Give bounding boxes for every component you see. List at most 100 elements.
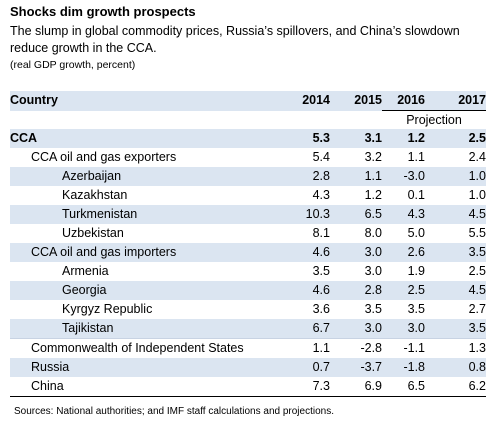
- column-header-2014: 2014: [278, 91, 330, 111]
- cell-2014: 4.3: [312, 188, 330, 202]
- cell-2017: 2.5: [468, 264, 486, 278]
- projection-label: Projection: [382, 110, 486, 129]
- cell-2014: 8.1: [312, 226, 330, 240]
- table-row: Kyrgyz Republic 3.6 3.5 3.5 2.7: [10, 300, 486, 319]
- projection-spacer: [330, 111, 382, 130]
- cell-2015: 1.1: [330, 167, 382, 186]
- row-label: Russia: [10, 358, 278, 377]
- figure-subtitle: The slump in global commodity prices, Ru…: [10, 24, 460, 55]
- row-label: Kazakhstan: [62, 188, 128, 202]
- table-row: Georgia 4.6 2.8 2.5 4.5: [10, 281, 486, 300]
- cell-2014: 0.7: [278, 358, 330, 377]
- cell-2016: 2.5: [382, 281, 434, 300]
- table-row: Uzbekistan 8.1 8.0 5.0 5.5: [10, 224, 486, 243]
- column-header-country: Country: [10, 91, 278, 111]
- row-label: CCA oil and gas exporters: [31, 150, 177, 164]
- table-row: Kazakhstan 4.3 1.2 0.1 1.0: [10, 186, 486, 205]
- cell-2014: 3.6: [312, 302, 330, 316]
- row-label: Armenia: [62, 264, 109, 278]
- cell-2015: -2.8: [330, 338, 382, 358]
- cell-2014: 2.8: [278, 167, 330, 186]
- table-row: Tajikistan 6.7 3.0 3.0 3.5: [10, 319, 486, 339]
- growth-table: Country 2014 2015 2016 2017 Projection C…: [10, 91, 486, 397]
- table-row: Russia 0.7 -3.7 -1.8 0.8: [10, 358, 486, 377]
- cell-2016: 5.0: [407, 226, 425, 240]
- cell-2016: 2.6: [382, 243, 434, 262]
- cell-2017: 2.4: [468, 150, 486, 164]
- cell-2016: -3.0: [382, 167, 434, 186]
- cell-2016: 4.3: [382, 205, 434, 224]
- cell-2015: 3.0: [330, 319, 382, 339]
- cell-2016: 1.1: [407, 150, 425, 164]
- cell-2016: -1.8: [382, 358, 434, 377]
- figure-title: Shocks dim growth prospects: [10, 4, 196, 19]
- row-label: Turkmenistan: [10, 205, 278, 224]
- row-label: China: [10, 377, 278, 397]
- table-row: Turkmenistan 10.3 6.5 4.3 4.5: [10, 205, 486, 224]
- cell-2015: 3.1: [330, 129, 382, 148]
- cell-2015: 2.8: [330, 281, 382, 300]
- projection-row: Projection: [10, 110, 486, 130]
- column-header-2015: 2015: [330, 91, 382, 111]
- table-row: CCA oil and gas exporters 5.4 3.2 1.1 2.4: [10, 148, 486, 167]
- row-label: Uzbekistan: [62, 226, 124, 240]
- column-header-2017: 2017: [434, 91, 486, 111]
- cell-2016: 1.9: [407, 264, 425, 278]
- row-label: Azerbaijan: [10, 167, 278, 186]
- cell-2017: 2.7: [468, 302, 486, 316]
- cell-2014: 4.6: [278, 243, 330, 262]
- table-row: Azerbaijan 2.8 1.1 -3.0 1.0: [10, 167, 486, 186]
- cell-2014: 7.3: [278, 377, 330, 397]
- cell-2016: 1.2: [382, 129, 434, 148]
- cell-2015: 3.0: [330, 243, 382, 262]
- table-body: CCA 5.3 3.1 1.2 2.5 CCA oil and gas exporters…: [10, 129, 486, 397]
- row-label: Georgia: [10, 281, 278, 300]
- row-label: Tajikistan: [10, 319, 278, 339]
- cell-2017: 0.8: [434, 358, 486, 377]
- projection-spacer: [10, 111, 278, 130]
- table-row: Armenia 3.5 3.0 1.9 2.5: [10, 262, 486, 281]
- cell-2014: 3.5: [312, 264, 330, 278]
- cell-2016: -1.1: [382, 338, 434, 358]
- cell-2016: 3.0: [382, 319, 434, 339]
- cell-2015: 3.2: [364, 150, 382, 164]
- cell-2016: 6.5: [382, 377, 434, 397]
- table-row: China 7.3 6.9 6.5 6.2: [10, 377, 486, 397]
- units-note: (real GDP growth, percent): [10, 59, 136, 71]
- cell-2015: -3.7: [330, 358, 382, 377]
- cell-2017: 1.0: [434, 167, 486, 186]
- cell-2015: 3.5: [364, 302, 382, 316]
- cell-2015: 3.0: [364, 264, 382, 278]
- cell-2017: 4.5: [434, 281, 486, 300]
- row-label: Kyrgyz Republic: [62, 302, 153, 316]
- cell-2015: 8.0: [364, 226, 382, 240]
- table-row: Commonwealth of Independent States 1.1 -2.…: [10, 338, 486, 358]
- row-label: CCA: [10, 129, 278, 148]
- column-header-2016: 2016: [382, 91, 434, 111]
- row-label: Commonwealth of Independent States: [10, 338, 278, 358]
- source-note: Sources: National authorities; and IMF s…: [14, 406, 334, 417]
- cell-2014: 5.4: [312, 150, 330, 164]
- cell-2017: 2.5: [434, 129, 486, 148]
- table-header-row: Country 2014 2015 2016 2017: [10, 91, 486, 111]
- cell-2017: 5.5: [468, 226, 486, 240]
- cell-2017: 1.0: [468, 188, 486, 202]
- cell-2017: 3.5: [434, 243, 486, 262]
- cell-2015: 6.5: [330, 205, 382, 224]
- cell-2017: 6.2: [434, 377, 486, 397]
- cell-2016: 0.1: [407, 188, 425, 202]
- cell-2017: 1.3: [434, 338, 486, 358]
- cell-2015: 6.9: [330, 377, 382, 397]
- cell-2017: 3.5: [434, 319, 486, 339]
- cell-2014: 10.3: [278, 205, 330, 224]
- cell-2016: 3.5: [407, 302, 425, 316]
- cell-2017: 4.5: [434, 205, 486, 224]
- projection-spacer: [278, 111, 330, 130]
- table-row: CCA oil and gas importers 4.6 3.0 2.6 3.5: [10, 243, 486, 262]
- cell-2015: 1.2: [364, 188, 382, 202]
- cell-2014: 4.6: [278, 281, 330, 300]
- cell-2014: 6.7: [278, 319, 330, 339]
- cell-2014: 1.1: [278, 338, 330, 358]
- row-label: CCA oil and gas importers: [10, 243, 278, 262]
